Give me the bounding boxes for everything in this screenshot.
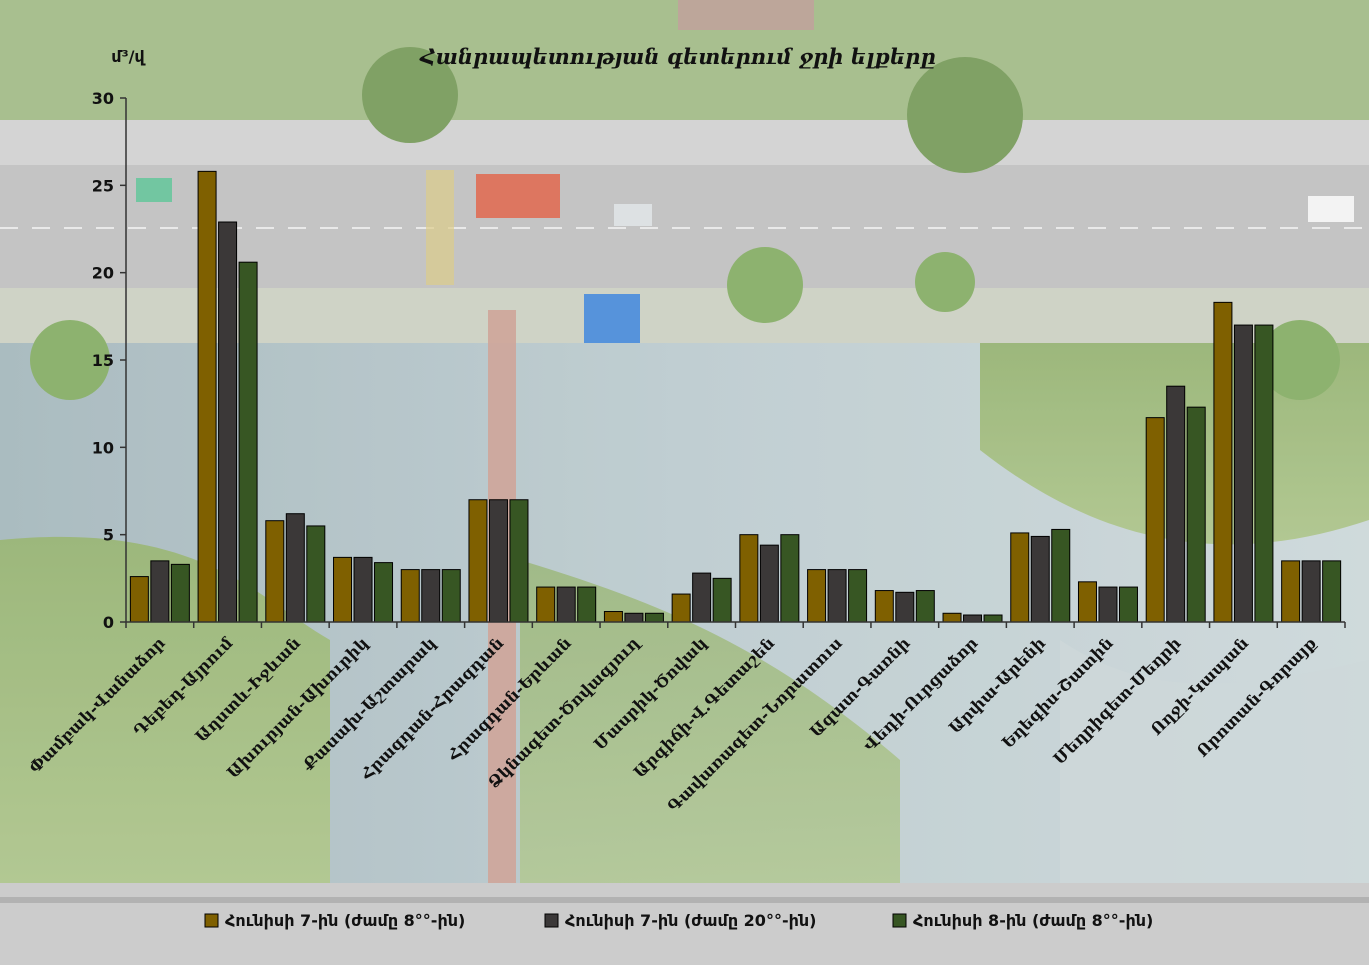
x-category-label: Հրազդան-Երևան xyxy=(443,633,575,765)
legend-entry-label: Հունիսի 8-ին (ժամը 8°°-ին) xyxy=(913,911,1153,930)
bar-series-3 xyxy=(1254,324,1274,623)
bar-series-2 xyxy=(759,544,779,623)
x-category-label: Որոտան-Գորայք xyxy=(1193,633,1320,760)
bar-series-3 xyxy=(1186,406,1206,623)
y-axis-unit-label: մ³/վ xyxy=(111,47,146,66)
x-category-label: Մասրիկ-Ծովակ xyxy=(590,633,710,753)
bar-series-3 xyxy=(848,569,868,623)
bar-series-1 xyxy=(1077,581,1097,623)
x-axis: Փամբակ-ՎանաձորԴեբեդ-ԱյրումԱղստև-ԻջևանԱխո… xyxy=(25,621,1346,816)
bar-series-2 xyxy=(556,586,576,623)
bar-series-3 xyxy=(644,612,664,623)
bar-series-1 xyxy=(874,590,894,623)
legend-swatch xyxy=(892,913,907,928)
y-tick-label: 20 xyxy=(92,264,114,283)
y-tick-label: 5 xyxy=(103,526,114,545)
bar-series-3 xyxy=(306,525,326,623)
bar-series-2 xyxy=(1166,385,1186,623)
bar-series-1 xyxy=(333,556,353,623)
bar-series-1 xyxy=(807,569,827,623)
bar-series-3 xyxy=(1322,560,1342,623)
y-axis: 0 5 10 15 20 25 30 xyxy=(92,89,127,632)
bar-series-2 xyxy=(624,612,644,623)
bar-series-2 xyxy=(150,560,170,623)
bar-series-2 xyxy=(692,572,712,623)
x-category-label: Ախուրյան-Ախուրիկ xyxy=(223,633,372,782)
bar-series-2 xyxy=(353,556,373,623)
bar-series-3 xyxy=(780,534,800,623)
bar-series-2 xyxy=(1098,586,1118,623)
y-tick-label: 10 xyxy=(92,438,114,457)
bar-series-3 xyxy=(441,569,461,623)
x-category-label: Եղեգիս-Շատին xyxy=(998,633,1117,752)
bar-series-1 xyxy=(468,499,488,623)
bar-series-2 xyxy=(1301,560,1321,623)
bar-series-1 xyxy=(603,611,623,623)
bar-series-3 xyxy=(915,590,935,623)
x-category-label: Քասախ-Աշտարակ xyxy=(297,633,439,775)
bar-series-1 xyxy=(1281,560,1301,623)
y-tick-label: 30 xyxy=(92,89,114,108)
legend-entry-label: Հունիսի 7-ին (ժամը 20°°-ին) xyxy=(565,911,816,930)
bar-series-1 xyxy=(265,520,285,623)
legend-swatch xyxy=(544,913,559,928)
bar-series-1 xyxy=(1213,301,1233,623)
bar-series-3 xyxy=(374,562,394,623)
bar-series-3 xyxy=(983,614,1003,623)
bar-series-2 xyxy=(285,513,305,623)
chart-title: Հանրապետության գետերում ջրի ելքերը xyxy=(419,44,936,69)
bar-series-2 xyxy=(488,499,508,623)
y-tick-label: 0 xyxy=(103,613,114,632)
legend-swatch xyxy=(204,913,219,928)
bar-series-2 xyxy=(963,614,983,623)
bar-series-3 xyxy=(577,586,597,623)
x-category-label: Վեդի-Ուրցաձոր xyxy=(860,633,982,755)
bar-series-1 xyxy=(739,534,759,623)
bar-series-1 xyxy=(129,576,149,623)
x-category-label: Փամբակ-Վանաձոր xyxy=(25,633,169,777)
y-tick-label: 15 xyxy=(92,351,114,370)
bar-series-2 xyxy=(827,569,847,623)
bar-series-3 xyxy=(170,563,190,623)
bar-series-3 xyxy=(1051,528,1071,623)
bar-series-2 xyxy=(421,569,441,623)
legend-entry-label: Հունիսի 7-ին (ժամը 8°°-ին) xyxy=(225,911,465,930)
bar-series-2 xyxy=(1030,535,1050,623)
bar-series-1 xyxy=(942,612,962,623)
bar-series-1 xyxy=(1145,417,1165,623)
bar-series-2 xyxy=(1233,324,1253,623)
bar-series-3 xyxy=(509,499,529,623)
bar-series-2 xyxy=(218,221,238,623)
legend: Հունիսի 7-ին (ժամը 8°°-ին) Հունիսի 7-ին (… xyxy=(204,911,1153,930)
bar-series-1 xyxy=(671,593,691,623)
x-category-label: Հրազդան-Հրազդան xyxy=(356,633,507,784)
bar-series-3 xyxy=(712,577,732,623)
bar-series-1 xyxy=(1010,532,1030,623)
y-tick-label: 25 xyxy=(92,176,114,195)
bar-series-1 xyxy=(536,586,556,623)
bar-series-3 xyxy=(1118,586,1138,623)
bar-series-1 xyxy=(400,569,420,623)
bar-series-1 xyxy=(197,170,217,623)
bars-group xyxy=(129,170,1342,623)
x-category-label: Մեղրիգետ-Մեղրի xyxy=(1050,633,1185,768)
x-category-label: Արգիճի-Վ.Գետաշեն xyxy=(630,633,778,781)
bar-series-2 xyxy=(895,591,915,623)
bar-series-3 xyxy=(238,261,258,623)
